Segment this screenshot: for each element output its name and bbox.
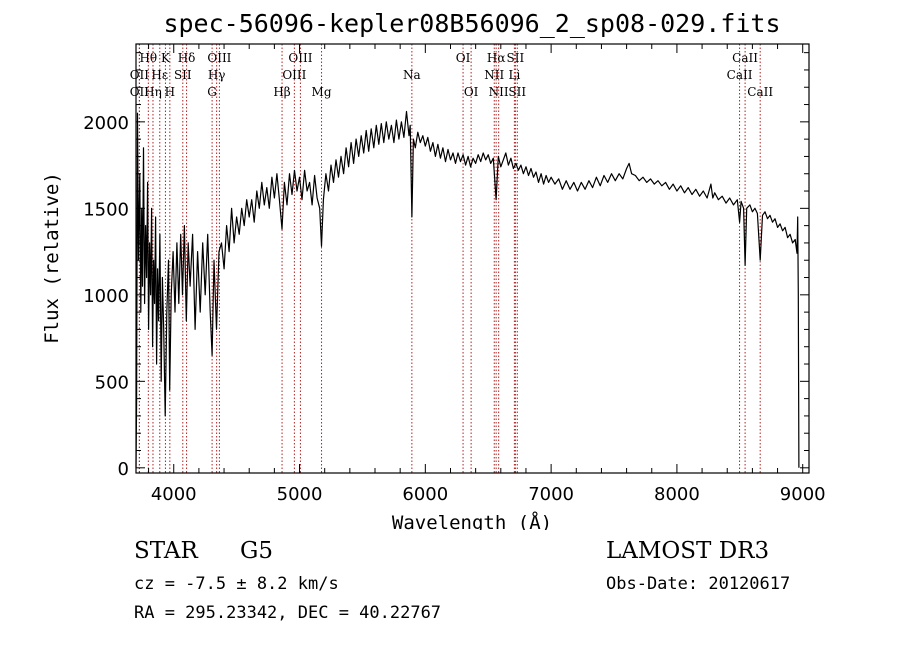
spectral-line-label: Na xyxy=(403,68,421,82)
redshift-velocity: cz = -7.5 ± 8.2 km/s xyxy=(134,574,339,594)
spectral-line-label: Mg xyxy=(312,85,332,99)
spectral-line-label: OIII xyxy=(207,51,231,65)
x-tick-label: 7000 xyxy=(528,484,574,505)
spectral-line-label: Hη xyxy=(144,85,162,99)
spectral-line-label: SII xyxy=(508,85,526,99)
spectral-line-label: OII xyxy=(130,68,150,82)
y-tick-label: 0 xyxy=(118,459,129,480)
x-tick-label: 6000 xyxy=(402,484,448,505)
spectral-line-label: OII xyxy=(130,85,150,99)
coordinates: RA = 295.23342, DEC = 40.22767 xyxy=(134,603,442,623)
x-tick-label: 9000 xyxy=(780,484,826,505)
spectral-line-label: K xyxy=(161,51,171,65)
spectrum-chart: spec-56096-kepler08B56096_2_sp08-029.fit… xyxy=(41,9,826,530)
y-tick-label: 1500 xyxy=(83,199,129,220)
y-tick-label: 2000 xyxy=(83,113,129,134)
spectral-line-label: CaII xyxy=(732,51,758,65)
object-type: STAR xyxy=(134,538,198,564)
spectral-line-markers xyxy=(138,44,761,473)
object-subclass: G5 xyxy=(240,538,274,564)
spectral-line-label: SII xyxy=(507,51,525,65)
chart-title: spec-56096-kepler08B56096_2_sp08-029.fit… xyxy=(163,9,780,38)
spectral-line-label: NII xyxy=(484,68,504,82)
x-tick-label: 4000 xyxy=(151,484,197,505)
spectrum-line xyxy=(135,110,800,468)
spectral-line-label: OIII xyxy=(288,51,312,65)
spectral-line-label: H xyxy=(165,85,175,99)
spectral-line-label: Hδ xyxy=(178,51,196,65)
y-axis-label: Flux (relative) xyxy=(41,172,63,344)
spectral-line-label: Hγ xyxy=(208,68,226,82)
x-tick-label: 8000 xyxy=(654,484,700,505)
x-tick-label: 5000 xyxy=(277,484,323,505)
spectral-line-label: OI xyxy=(456,51,471,65)
survey-name: LAMOST DR3 xyxy=(606,538,770,564)
spectral-line-label: OIII xyxy=(282,68,306,82)
spectral-line-label: Hθ xyxy=(139,51,157,65)
spectral-line-label: CaII xyxy=(727,68,753,82)
spectral-line-label: Li xyxy=(508,68,520,82)
plot-frame xyxy=(135,43,810,474)
spectral-line-label: Hβ xyxy=(273,85,290,99)
spectral-line-label: Hα xyxy=(487,51,506,65)
spectral-line-label: Hε xyxy=(151,68,168,82)
spectral-line-label: CaII xyxy=(747,85,773,99)
y-tick-label: 1000 xyxy=(83,286,129,307)
spectral-line-label: NII xyxy=(489,85,509,99)
axis-ticks: 4000 5000 6000 7000 8000 9000 0 500 1000 1500 2000 xyxy=(83,44,826,505)
spectral-line-label: OI xyxy=(464,85,479,99)
y-tick-label: 500 xyxy=(95,372,129,393)
spectral-line-label: G xyxy=(207,85,217,99)
x-axis-label: Wavelength (Å) xyxy=(392,511,552,530)
observation-date: Obs-Date: 20120617 xyxy=(606,574,791,594)
spectral-line-label: SII xyxy=(174,68,192,82)
